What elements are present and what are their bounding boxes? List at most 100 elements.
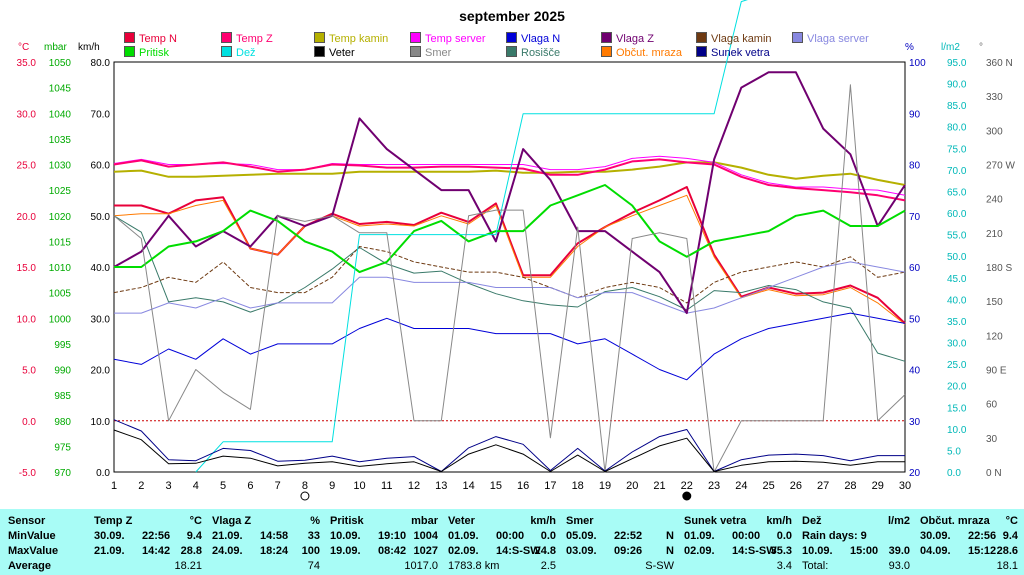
pressure-tick-label: 1010 [49, 263, 72, 274]
legend-item: Rosišče [506, 46, 560, 59]
summary-value: N [666, 530, 674, 542]
pressure-tick-label: 980 [54, 417, 71, 428]
legend-item: Smer [410, 46, 451, 59]
legend-item: Temp N [124, 32, 177, 45]
summary-date: 10.09. [802, 545, 833, 557]
summary-column-title: Vlaga Z [212, 515, 252, 527]
x-tick-label: 10 [353, 480, 365, 492]
rain-tick-label: 65.0 [947, 187, 967, 198]
x-tick-label: 23 [708, 480, 720, 492]
x-tick-label: 26 [790, 480, 802, 492]
summary-value: 74 [307, 560, 320, 572]
temp-tick-label: 35.0 [17, 58, 37, 69]
summary-column-unit: °C [189, 515, 202, 527]
summary-value: 9.4 [186, 530, 202, 542]
humidity-tick-label: 80 [909, 161, 921, 172]
temp-tick-label: 15.0 [17, 263, 37, 274]
legend-label: Občut. mraza [616, 47, 683, 59]
x-tick-label: 15 [490, 480, 502, 492]
summary-value: 1027 [413, 545, 438, 557]
temp-tick-label: -5.0 [19, 468, 37, 479]
pressure-tick-label: 1040 [49, 109, 72, 120]
summary-value: 3.4 [776, 560, 792, 572]
series-line-vlaga-z [113, 71, 906, 315]
x-tick-label: 5 [220, 480, 226, 492]
direction-tick-label: 240 [986, 195, 1003, 206]
direction-tick-label: 0 N [986, 468, 1002, 479]
x-tick-label: 2 [138, 480, 144, 492]
direction-tick-label: 180 S [986, 263, 1012, 274]
pressure-tick-label: 990 [54, 366, 71, 377]
legend-label: Vlaga Z [616, 33, 654, 45]
temp-tick-label: 10.0 [17, 314, 37, 325]
x-tick-label: 11 [381, 480, 392, 492]
legend-item: Vlaga server [792, 32, 869, 45]
summary-column-title: Dež [802, 515, 822, 527]
series-line-temp-server [113, 155, 906, 196]
wind-tick-label: 0.0 [96, 468, 110, 479]
x-tick-label: 22 [681, 480, 693, 492]
rain-tick-label: 35.0 [947, 317, 967, 328]
rain-tick-label: 95.0 [947, 58, 967, 69]
legend-label: Sunek vetra [711, 47, 770, 59]
legend-swatch [601, 32, 612, 43]
summary-value: 18.1 [996, 560, 1018, 572]
series-line-dez [195, 0, 748, 473]
series-line-temp-z [113, 158, 906, 202]
legend-swatch [506, 46, 517, 57]
rain-tick-label: 75.0 [947, 144, 967, 155]
x-tick-label: 13 [435, 480, 447, 492]
summary-date: 24.09. [212, 545, 243, 557]
x-tick-label: 21 [653, 480, 665, 492]
legend-label: Temp Z [236, 33, 273, 45]
summary-date: 05.09. [566, 530, 597, 542]
summary-column: Vlaga Z% 21.09. 14:58 33 24.09. 18:24 100 74 [208, 509, 326, 575]
summary-column-title: Pritisk [330, 515, 364, 527]
wind-tick-label: 80.0 [91, 58, 111, 69]
humidity-tick-label: 60 [909, 263, 921, 274]
wind-tick-label: 20.0 [91, 366, 111, 377]
humidity-tick-label: 40 [909, 366, 921, 377]
legend-label: Temp kamin [329, 33, 389, 45]
pressure-tick-label: 1020 [49, 212, 72, 223]
humidity-tick-label: 20 [909, 468, 921, 479]
summary-column-unit: % [310, 515, 320, 527]
summary-row-label: MinValue [8, 530, 56, 542]
direction-tick-label: 210 [986, 229, 1003, 240]
series-line-obcut-mraza [113, 194, 906, 325]
summary-row-labels: Sensor MinValue MaxValue Average [0, 509, 90, 575]
summary-value: 93.0 [888, 560, 910, 572]
summary-time: 08:42 [378, 545, 407, 557]
legend-item: Sunek vetra [696, 46, 770, 59]
rain-tick-label: 70.0 [947, 166, 967, 177]
legend-label: Vlaga N [521, 33, 561, 45]
rain-tick-label: 15.0 [947, 403, 967, 414]
legend-swatch [124, 32, 135, 43]
legend-label: Veter [329, 47, 355, 59]
rain-axis-unit: l/m2 [941, 42, 960, 53]
x-tick-label: 30 [899, 480, 911, 492]
summary-value: 35.3 [770, 545, 792, 557]
legend-swatch [314, 46, 325, 57]
summary-column-unit: km/h [530, 515, 556, 527]
summary-date: Total: [802, 560, 829, 572]
summary-value: 2.5 [540, 560, 556, 572]
humidity-tick-label: 70 [909, 212, 921, 223]
series-line-vlaga-kamin [113, 246, 906, 304]
rain-tick-label: 45.0 [947, 274, 967, 285]
humidity-tick-label: 90 [909, 109, 921, 120]
summary-column-title: Sunek vetra [684, 515, 747, 527]
legend-swatch [221, 46, 232, 57]
summary-date: 02.09. [448, 545, 479, 557]
legend-label: Rosišče [521, 47, 561, 59]
legend-item: Temp kamin [314, 32, 388, 45]
x-tick-label: 6 [247, 480, 253, 492]
summary-value: N [666, 545, 674, 557]
humidity-tick-label: 50 [909, 314, 921, 325]
rain-tick-label: 30.0 [947, 339, 967, 350]
pressure-axis-unit: mbar [44, 42, 67, 53]
series-line-temp-kamin [113, 161, 906, 186]
wind-tick-label: 70.0 [91, 109, 111, 120]
x-tick-label: 17 [544, 480, 556, 492]
summary-time: 14:58 [260, 530, 289, 542]
